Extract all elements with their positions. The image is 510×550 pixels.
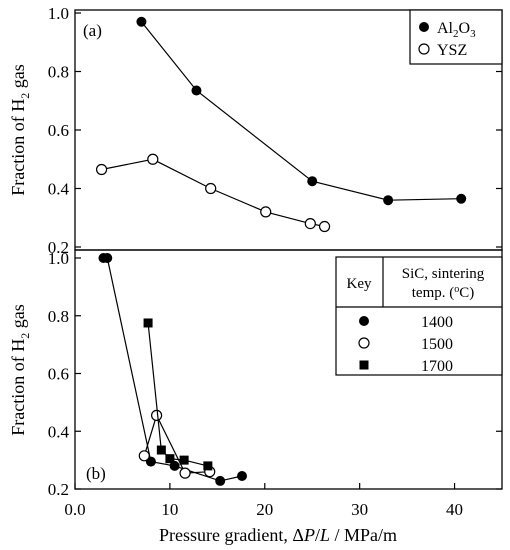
legend-label-1500: 1500 (421, 336, 453, 353)
y-tick-label: 0.4 (48, 180, 70, 199)
y-tick-label: 1.0 (48, 249, 69, 268)
marks-a (95, 16, 467, 233)
data-point-ysz (147, 153, 159, 165)
legend-key-label: Key (347, 276, 372, 292)
data-point-al2o3 (191, 85, 202, 96)
data-point-1700 (156, 445, 166, 455)
legend-marker-1500 (358, 337, 370, 349)
data-point-1500 (179, 467, 191, 479)
y-tick-label: 0.8 (48, 63, 69, 82)
series-line-1700 (147, 322, 208, 467)
data-point-ysz (95, 163, 108, 176)
data-point-ysz (260, 206, 272, 218)
x-tick-label: 10 (161, 500, 178, 519)
y-tick-label: 0.6 (48, 365, 69, 384)
panel-a: 0.2 0.4 0.6 0.8 1.0 (a) Fraction of H2 gas A… (8, 4, 503, 257)
data-point-1500 (138, 450, 150, 462)
y-tick-label: 0.8 (48, 307, 69, 326)
data-point-1400 (237, 471, 248, 482)
data-point-ysz (304, 218, 316, 230)
legend-marker-1700 (359, 360, 369, 370)
legend-label-al2o3: Al2O3 (437, 20, 476, 40)
data-point-al2o3 (136, 16, 147, 27)
legend-label-ysz: YSZ (437, 42, 467, 59)
x-tick-label: 0.0 (64, 500, 85, 519)
y-tick-label: 0.4 (48, 422, 70, 441)
legend-marker-ysz (418, 43, 430, 55)
x-tick-label: 40 (446, 500, 463, 519)
data-point-al2o3 (383, 195, 394, 206)
y-tick-label: 0.6 (48, 121, 69, 140)
y-axis-title-b: Fraction of H2 gas (8, 304, 32, 435)
legend-marker-al2o3 (419, 22, 429, 32)
x-tick-label: 20 (256, 500, 273, 519)
data-point-ysz (318, 220, 331, 233)
legend-b: Key SiC, sintering temp. (oC) 1400 1500 … (335, 256, 503, 376)
y-ticks-b: 0.2 0.4 0.6 0.8 1.0 (48, 249, 502, 499)
data-point-1400 (215, 475, 226, 486)
legend-column-title-line1: SiC, sintering (402, 266, 485, 282)
panel-label-a: (a) (83, 21, 102, 40)
y-tick-label: 1.0 (48, 4, 69, 23)
y-tick-label: 0.2 (48, 238, 69, 257)
y-axis-title-a: Fraction of H2 gas (8, 64, 32, 195)
y-tick-label: 0.2 (48, 480, 69, 499)
panel-b: 0.2 0.4 0.6 0.8 1.0 0.0 10 20 30 40 (b) Fraction… (8, 249, 503, 545)
data-point-1500 (151, 409, 163, 421)
marks-b (98, 253, 248, 486)
legend-box-b (335, 256, 503, 376)
x-ticks-b: 0.0 10 20 30 40 (64, 483, 463, 519)
data-point-1700 (179, 455, 189, 465)
panel-label-b: (b) (86, 464, 106, 483)
data-point-1400 (169, 460, 180, 471)
data-point-al2o3 (456, 193, 467, 204)
legend-column-title-line2: temp. (oC) (412, 284, 475, 301)
x-axis-title: Pressure gradient, ΔP/L / MPa/m (159, 525, 397, 545)
legend-label-1400: 1400 (421, 314, 453, 331)
data-point-ysz (205, 182, 217, 195)
legend-a: Al2O3 YSZ (409, 9, 503, 65)
series-line-1500 (143, 413, 210, 474)
x-tick-label: 30 (351, 500, 368, 519)
data-point-1400 (102, 253, 113, 263)
data-point-1700 (165, 454, 175, 464)
legend-marker-1400 (359, 316, 369, 326)
data-point-1700 (203, 461, 213, 471)
legend-box-a (409, 9, 503, 65)
legend-label-1700: 1700 (421, 358, 453, 375)
data-point-al2o3 (307, 176, 318, 187)
y-ticks-a: 0.2 0.4 0.6 0.8 1.0 (48, 4, 502, 257)
data-point-1700 (143, 318, 153, 328)
